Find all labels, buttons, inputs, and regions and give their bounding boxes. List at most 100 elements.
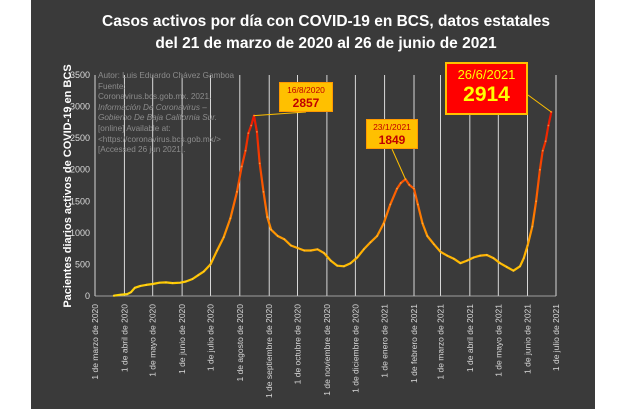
data-point: [522, 257, 525, 260]
source-line: <https://coronavirus.bcs.gob.mx/>: [98, 134, 221, 144]
data-point: [255, 130, 258, 133]
x-tick-label: 1 de octubre de 2020: [293, 304, 303, 385]
source-line: Información De Coronavirus –: [98, 102, 207, 112]
annotation-leader: [253, 111, 307, 117]
data-point: [426, 235, 429, 237]
annotation-leader: [391, 148, 406, 180]
x-tick-label: 1 de junio de 2021: [523, 304, 533, 374]
data-point: [171, 282, 174, 284]
y-tick-label: 500: [75, 259, 90, 269]
annotation-value: 1849: [378, 133, 406, 147]
data-point: [229, 217, 232, 220]
data-point: [222, 236, 225, 239]
data-point: [479, 254, 482, 257]
series-line: [112, 110, 553, 297]
y-tick-label: 2000: [70, 165, 90, 175]
data-point: [179, 281, 182, 284]
data-point: [262, 190, 265, 193]
data-point: [421, 222, 424, 225]
data-point: [266, 216, 269, 218]
y-tick-label: 0: [85, 291, 90, 301]
data-point: [209, 263, 212, 266]
data-point: [250, 124, 253, 127]
data-point: [526, 244, 529, 247]
data-point: [165, 281, 167, 284]
data-point: [276, 235, 279, 237]
data-point: [439, 250, 442, 253]
data-point: [492, 257, 495, 260]
annotation-peak-1: 16/8/2020 2857: [279, 82, 333, 112]
annotation-value: 2857: [292, 96, 320, 110]
data-point: [544, 140, 547, 143]
annotation-date: 16/8/2020: [287, 85, 325, 95]
source-note: Autor: Luis Eduardo Chávez Gamboa Fuente…: [98, 71, 258, 156]
data-point: [416, 203, 419, 206]
data-point: [240, 165, 243, 168]
x-tick-label: 1 de marzo de 2021: [436, 304, 446, 380]
data-point: [119, 293, 122, 296]
data-point: [290, 244, 292, 247]
data-point: [505, 266, 508, 268]
x-tick-label: 1 de mayo de 2021: [493, 304, 503, 377]
x-tick-label: 1 de enero de 2021: [380, 304, 390, 378]
data-point: [329, 259, 332, 262]
x-tick-label: 1 de septiembre de 2020: [264, 304, 274, 398]
y-tick-label: 3500: [70, 70, 90, 80]
data-point: [369, 241, 372, 244]
data-point: [396, 187, 398, 190]
x-tick-label: 1 de julio de 2020: [205, 304, 215, 371]
data-point: [283, 238, 286, 241]
data-point: [459, 262, 462, 265]
annotation-value: 2914: [463, 83, 510, 106]
data-point: [130, 291, 132, 294]
data-point: [139, 284, 142, 287]
data-point: [126, 293, 129, 296]
data-point: [408, 183, 411, 186]
annotation-date: 26/6/2021: [457, 67, 516, 82]
x-tick-label: 1 de agosto de 2020: [235, 304, 245, 382]
data-point: [541, 149, 544, 152]
data-point: [133, 286, 136, 289]
annotation-leader: [527, 94, 552, 113]
data-point: [452, 257, 455, 260]
data-point: [446, 254, 449, 257]
data-point: [382, 222, 385, 225]
series-group: [112, 110, 553, 297]
data-point: [531, 225, 534, 228]
data-point: [336, 264, 339, 267]
data-point: [547, 124, 550, 127]
source-line: Autor: Luis Eduardo Chávez Gamboa: [98, 71, 235, 80]
annotation-peak-2: 23/1/2021 1849: [366, 119, 418, 149]
chart-title-line-2: del 21 de marzo de 2020 al 26 de junio d…: [155, 35, 497, 52]
data-point: [151, 283, 154, 285]
data-point: [389, 203, 392, 206]
data-point: [244, 149, 247, 152]
annotation-date: 23/1/2021: [373, 122, 411, 132]
y-tick-labels: 0 500 1000 1500 2000 2500 3000 3500: [70, 70, 90, 301]
data-point: [519, 265, 521, 268]
x-tick-label: 1 de febrero de 2021: [409, 304, 419, 383]
annotation-peak-3: 26/6/2021 2914: [445, 62, 528, 115]
data-point: [349, 262, 352, 265]
data-point: [316, 248, 319, 251]
x-tick-label: 1 de abril de 2021: [465, 304, 475, 372]
data-point: [499, 262, 502, 265]
x-tick-label: 1 de mayo de 2020: [148, 304, 158, 377]
source-line: Gobierno De Baja California Sur.: [98, 113, 217, 123]
source-line: Coronavirus.bcs.gob.mx. 2021.: [98, 92, 212, 102]
data-point: [236, 190, 238, 193]
x-tick-label: 1 de noviembre de 2020: [322, 304, 332, 396]
data-point: [343, 265, 345, 268]
data-point: [202, 270, 205, 273]
data-point: [258, 162, 261, 165]
data-point: [376, 235, 378, 237]
data-point: [432, 243, 435, 246]
y-tick-label: 1000: [70, 228, 90, 238]
x-tick-label: 1 de diciembre de 2020: [350, 304, 360, 393]
data-point: [191, 278, 194, 280]
data-point: [399, 182, 402, 184]
annotation-leaders: [253, 94, 552, 180]
data-point: [296, 247, 299, 249]
chart-title-line-1: Casos activos por día con COVID-19 en BC…: [102, 13, 550, 30]
x-tick-labels: 1 de marzo de 2020 1 de abril de 2020 1 de…: [90, 304, 561, 398]
